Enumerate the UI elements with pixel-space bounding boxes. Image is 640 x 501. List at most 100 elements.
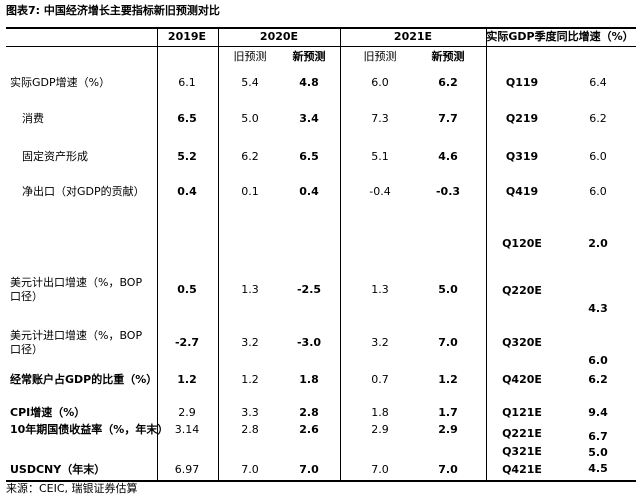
- rule: [340, 28, 341, 480]
- subcolumn-header: 旧预测: [233, 50, 267, 63]
- cell-value: 6.97: [174, 463, 200, 476]
- cell-value: 5.1: [371, 150, 389, 163]
- subcolumn-header: 新预测: [292, 50, 326, 63]
- quarter-value: 9.4: [588, 406, 608, 419]
- row-label: 美元计进口增速（%，BOP口径）: [10, 329, 143, 356]
- quarter-value: 6.0: [588, 354, 608, 367]
- quarter-value: 6.7: [588, 430, 608, 443]
- rule: [6, 480, 636, 482]
- quarter-value: 6.2: [589, 112, 607, 125]
- cell-value: -2.5: [296, 283, 322, 296]
- title: 图表7: 中国经济增长主要指标新旧预测对比: [6, 4, 220, 17]
- quarter-label: Q219: [505, 112, 539, 125]
- quarter-value: 4.3: [588, 302, 608, 315]
- source: 来源：CEIC, 瑞银证券估算: [6, 482, 138, 495]
- row-label: 经常账户占GDP的比重（%）: [10, 373, 158, 386]
- cell-value: 0.5: [177, 283, 197, 296]
- column-header: 2019E: [167, 30, 207, 43]
- quarter-value: 6.4: [589, 76, 607, 89]
- cell-value: 4.8: [299, 76, 319, 89]
- cell-value: 1.3: [241, 283, 259, 296]
- quarter-label: Q419: [505, 185, 539, 198]
- cell-value: 0.1: [241, 185, 259, 198]
- subcolumn-header: 新预测: [431, 50, 465, 63]
- cell-value: 7.0: [438, 463, 458, 476]
- quarter-value: 5.0: [588, 446, 608, 459]
- quarter-value: 6.2: [588, 373, 608, 386]
- row-label: CPI增速（%）: [10, 406, 86, 419]
- cell-value: 6.0: [371, 76, 389, 89]
- cell-value: 2.9: [178, 406, 196, 419]
- quarter-label: Q319: [505, 150, 539, 163]
- cell-value: 6.2: [438, 76, 458, 89]
- cell-value: 2.6: [299, 423, 319, 436]
- cell-value: -0.3: [435, 185, 461, 198]
- cell-value: 0.4: [177, 185, 197, 198]
- cell-value: 7.0: [371, 463, 389, 476]
- cell-value: 7.3: [371, 112, 389, 125]
- quarter-label: Q320E: [502, 336, 542, 349]
- cell-value: 7.0: [299, 463, 319, 476]
- column-header: 实际GDP季度同比增速（%）: [486, 30, 634, 43]
- quarter-label: Q121E: [502, 406, 542, 419]
- cell-value: 2.9: [371, 423, 389, 436]
- cell-value: 0.4: [299, 185, 319, 198]
- cell-value: 5.4: [241, 76, 259, 89]
- quarter-value: 2.0: [588, 237, 608, 250]
- row-label: 美元计出口增速（%，BOP口径）: [10, 276, 143, 303]
- cell-value: 3.2: [241, 336, 259, 349]
- cell-value: 5.0: [241, 112, 259, 125]
- cell-value: 1.8: [371, 406, 389, 419]
- cell-value: 2.8: [299, 406, 319, 419]
- quarter-value: 4.5: [588, 462, 608, 475]
- row-label: 净出口（对GDP的贡献）: [22, 185, 145, 198]
- column-header: 2020E: [259, 30, 299, 43]
- cell-value: 7.7: [438, 112, 458, 125]
- rule: [157, 28, 158, 480]
- cell-value: -3.0: [296, 336, 322, 349]
- cell-value: 1.8: [299, 373, 319, 386]
- cell-value: 3.3: [241, 406, 259, 419]
- quarter-value: 6.0: [589, 185, 607, 198]
- cell-value: 6.2: [241, 150, 259, 163]
- cell-value: 4.6: [438, 150, 458, 163]
- cell-value: 6.1: [178, 76, 196, 89]
- cell-value: -2.7: [174, 336, 200, 349]
- rule: [218, 28, 219, 480]
- cell-value: 6.5: [299, 150, 319, 163]
- rule: [6, 46, 636, 47]
- cell-value: 5.0: [438, 283, 458, 296]
- cell-value: -0.4: [369, 185, 391, 198]
- cell-value: 7.0: [241, 463, 259, 476]
- cell-value: 2.8: [241, 423, 259, 436]
- row-label: 消费: [22, 112, 44, 125]
- quarter-label: Q420E: [502, 373, 542, 386]
- quarter-label: Q119: [505, 76, 539, 89]
- cell-value: 1.2: [438, 373, 458, 386]
- cell-value: 7.0: [438, 336, 458, 349]
- cell-value: 2.9: [438, 423, 458, 436]
- quarter-label: Q421E: [502, 463, 542, 476]
- cell-value: 5.2: [177, 150, 197, 163]
- quarter-label: Q321E: [502, 445, 542, 458]
- cell-value: 0.7: [371, 373, 389, 386]
- quarter-value: 6.0: [589, 150, 607, 163]
- quarter-label: Q120E: [502, 237, 542, 250]
- rule: [486, 28, 487, 480]
- cell-value: 1.2: [177, 373, 197, 386]
- row-label: 固定资产形成: [22, 150, 88, 163]
- rule: [6, 27, 636, 29]
- cell-value: 3.2: [371, 336, 389, 349]
- cell-value: 6.5: [177, 112, 197, 125]
- column-header: 2021E: [393, 30, 433, 43]
- cell-value: 1.3: [371, 283, 389, 296]
- row-label: 实际GDP增速（%）: [10, 76, 111, 89]
- row-label: USDCNY（年末）: [10, 463, 106, 476]
- cell-value: 3.4: [299, 112, 319, 125]
- cell-value: 1.2: [241, 373, 259, 386]
- row-label: 10年期国债收益率（%，年末）: [10, 423, 169, 436]
- cell-value: 1.7: [438, 406, 458, 419]
- cell-value: 3.14: [174, 423, 200, 436]
- subcolumn-header: 旧预测: [363, 50, 397, 63]
